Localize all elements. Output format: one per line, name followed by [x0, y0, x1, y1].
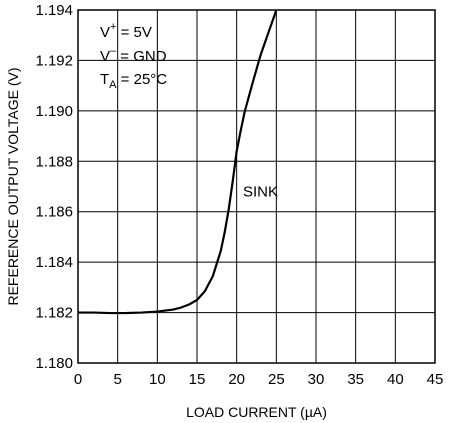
- x-axis-title: LOAD CURRENT (µA): [186, 404, 327, 420]
- y-tick-label: 1.184: [35, 254, 73, 271]
- x-tick-label: 15: [189, 371, 206, 388]
- y-tick-label: 1.180: [35, 355, 73, 372]
- condition-vminus: V– = GND: [100, 45, 167, 65]
- y-axis-title: REFERENCE OUTPUT VOLTAGE (V): [5, 67, 21, 305]
- x-tick-label: 10: [149, 371, 166, 388]
- y-tick-labels: 1.180 1.182 1.184 1.186 1.188 1.190 1.192 1.194: [35, 2, 73, 372]
- sink-curve: [78, 9, 278, 315]
- y-tick-label: 1.190: [35, 103, 73, 120]
- conditions-box: V+ = 5V V– = GND TA = 25°C: [100, 21, 167, 91]
- x-tick-label: 5: [113, 371, 121, 388]
- x-tick-label: 45: [427, 371, 444, 388]
- y-tick-label: 1.186: [35, 204, 73, 221]
- y-tick-label: 1.182: [35, 305, 73, 322]
- y-tick-label: 1.188: [35, 153, 73, 170]
- x-tick-label: 30: [308, 371, 325, 388]
- y-tick-label: 1.192: [35, 52, 73, 69]
- x-tick-labels: 0 5 10 15 20 25 30 35 40 45: [74, 371, 444, 388]
- x-tick-label: 35: [347, 371, 364, 388]
- x-tick-label: 25: [268, 371, 285, 388]
- x-tick-label: 40: [387, 371, 404, 388]
- series-label-sink: SINK: [243, 184, 278, 201]
- condition-vplus: V+ = 5V: [100, 21, 152, 41]
- plot-frame: [77, 9, 436, 364]
- x-tick-label: 20: [228, 371, 245, 388]
- condition-ta: TA = 25°C: [100, 71, 167, 91]
- y-tick-label: 1.194: [35, 2, 73, 19]
- x-tick-label: 0: [74, 371, 82, 388]
